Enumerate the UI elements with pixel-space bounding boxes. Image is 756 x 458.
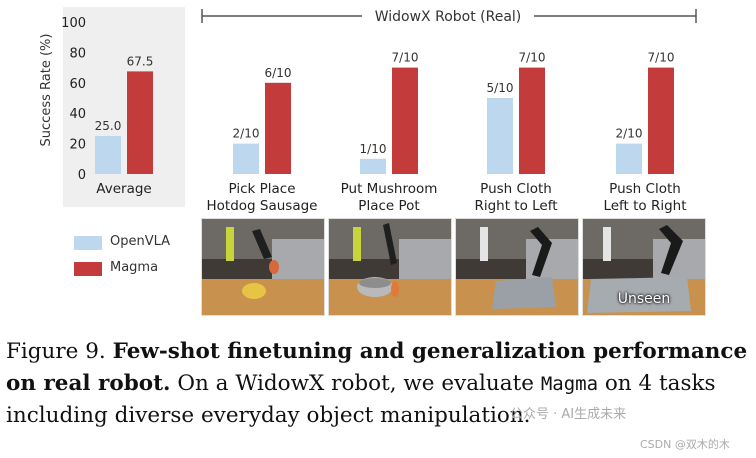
caption-figure-number: Figure 9. [6,339,106,364]
data-label-openvla-1: 1/10 [360,142,387,156]
average-panel-background [63,7,185,207]
data-label-magma-0: 6/10 [265,66,292,80]
bar-openvla-0 [233,143,259,174]
y-tick-label: 0 [78,168,86,183]
data-label-magma-2: 7/10 [519,51,546,65]
y-tick-label: 20 [69,138,86,153]
category-label-2: Right to Left [474,198,557,214]
category-label-1: Put Mushroom [341,181,438,197]
hotdog-scene-image [202,219,324,315]
caption-text-b: on 4 tasks including diverse everyday ob… [6,371,716,428]
data-label-openvla-average: 25.0 [95,119,122,133]
cloth-left-right-scene-image [583,219,705,315]
legend-label-openvla: OpenVLA [110,234,171,249]
caption-magma-mono: Magma [540,373,599,395]
task-photo-3 [455,218,579,316]
category-label-3: Push Cloth [609,181,681,197]
category-label-1: Place Pot [358,198,419,214]
task-photo-2 [328,218,452,316]
y-tick-label: 100 [61,16,86,31]
data-label-openvla-3: 2/10 [616,127,643,141]
y-axis-label: Success Rate (%) [39,34,54,147]
caption-bold-title: Few-shot finetuning and generalization p… [6,339,748,396]
bar-magma-1 [392,67,418,174]
y-tick-label: 60 [69,77,86,92]
bar-magma-3 [648,67,674,174]
category-label-0: Pick Place [228,181,295,197]
header-label-bg [362,6,534,26]
bar-openvla-average [95,136,121,174]
y-tick-label: 40 [69,107,86,122]
bar-openvla-1 [360,158,386,174]
data-label-openvla-2: 5/10 [487,81,514,95]
data-label-openvla-0: 2/10 [233,127,260,141]
legend-label-magma: Magma [110,260,159,275]
legend-swatch-magma [74,262,102,276]
legend-swatch-openvla [74,236,102,250]
success-rate-chart: Success Rate (%) 0 20 40 60 80 100 WidowX Robot… [39,6,697,214]
bar-magma-0 [265,82,291,174]
bar-openvla-3 [616,143,642,174]
data-label-magma-3: 7/10 [648,51,675,65]
photo-label-unseen: Unseen [617,291,671,307]
data-label-magma-average: 67.5 [127,54,154,68]
caption-text-a: On a WidowX robot, we evaluate [177,371,534,396]
category-label-3: Left to Right [603,198,686,214]
figure-caption: Figure 9. Few-shot finetuning and genera… [6,336,750,432]
watermark-wechat: 公众号 · AI生成未来 [510,407,627,422]
mushroom-pot-scene-image [329,219,451,315]
bar-magma-2 [519,67,545,174]
watermark-csdn: CSDN @双木的木 [640,438,730,451]
bar-openvla-2 [487,98,513,174]
category-label-2: Push Cloth [480,181,552,197]
bar-magma-average [127,71,153,174]
category-label-average: Average [96,181,151,197]
cloth-right-left-scene-image [456,219,578,315]
category-label-0: Hotdog Sausage [207,198,318,214]
chart-header: WidowX Robot (Real) [375,9,522,25]
task-photo-1 [201,218,325,316]
data-label-magma-1: 7/10 [392,51,419,65]
task-photo-4: Unseen [582,218,706,316]
y-tick-label: 80 [69,46,86,61]
